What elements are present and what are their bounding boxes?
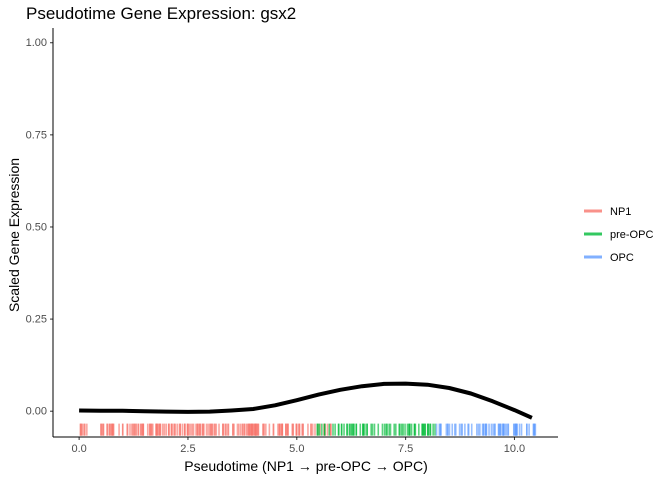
- x-axis-label: Pseudotime (NP1 → pre-OPC → OPC): [184, 458, 428, 474]
- y-tick-label: 0.75: [26, 129, 47, 141]
- y-tick-label: 0.00: [26, 406, 47, 418]
- smooth-line: [79, 381, 533, 420]
- legend-label-pre-opc: pre-OPC: [610, 229, 653, 241]
- y-tick-label: 0.25: [26, 314, 47, 326]
- legend-label-np1: NP1: [610, 206, 631, 218]
- x-tick-label: 2.5: [180, 443, 195, 455]
- x-tick-label: 7.5: [398, 443, 413, 455]
- x-tick-label: 0.0: [71, 443, 86, 455]
- y-tick-label: 0.50: [26, 221, 47, 233]
- x-ticks: 0.0 2.5 5.0 7.5 10.0: [71, 437, 525, 455]
- legend: NP1 pre-OPC OPC: [584, 206, 653, 264]
- rug-layer: [79, 423, 537, 436]
- chart-title: Pseudotime Gene Expression: gsx2: [26, 4, 296, 23]
- x-tick-label: 10.0: [504, 443, 525, 455]
- y-tick-label: 1.00: [26, 37, 47, 49]
- y-axis-label: Scaled Gene Expression: [6, 158, 22, 312]
- legend-label-opc: OPC: [610, 252, 634, 264]
- y-ticks: 0.00 0.25 0.50 0.75 1.00: [26, 37, 53, 418]
- x-tick-label: 5.0: [289, 443, 304, 455]
